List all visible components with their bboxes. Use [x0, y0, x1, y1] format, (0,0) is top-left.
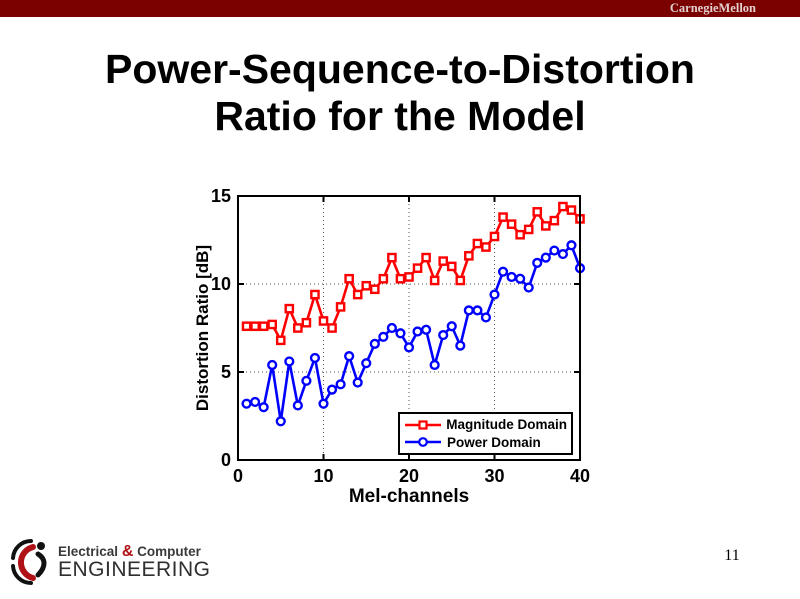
- page-number: 11: [724, 547, 740, 564]
- svg-text:40: 40: [570, 466, 590, 486]
- svg-text:0: 0: [221, 450, 231, 470]
- logo-word-computer: Computer: [137, 543, 201, 559]
- power-series-swatch: [405, 437, 441, 448]
- svg-text:10: 10: [313, 466, 333, 486]
- title-line-2: Ratio for the Model: [214, 93, 586, 139]
- ece-logo-icon: [11, 538, 47, 586]
- distortion-ratio-plot: 0 10 20 30 40 0 5 10 15: [211, 188, 590, 486]
- carnegie-mellon-wordmark: CarnegieMellon: [669, 1, 756, 15]
- header-bar: CarnegieMellon: [0, 0, 800, 17]
- svg-text:20: 20: [399, 466, 419, 486]
- y-axis-label: Distortion Ratio [dB]: [193, 244, 212, 412]
- svg-text:15: 15: [211, 188, 231, 206]
- legend-label-magnitude: Magnitude Domain: [446, 417, 567, 433]
- ece-logo: Electrical & Computer ENGINEERING: [8, 537, 211, 587]
- title-line-1: Power-Sequence-to-Distortion: [105, 46, 695, 92]
- chart: 0 10 20 30 40 0 5 10 15 Distortion Ratio [dB] Me…: [185, 188, 645, 528]
- svg-text:10: 10: [211, 274, 231, 294]
- slide-title: Power-Sequence-to-Distortion Ratio for th…: [0, 46, 800, 140]
- svg-text:0: 0: [233, 466, 243, 486]
- logo-ampersand: &: [121, 542, 134, 560]
- ece-logo-line2: ENGINEERING: [58, 557, 211, 581]
- magnitude-series-swatch: [405, 420, 441, 430]
- x-axis-label: Mel-channels: [348, 486, 470, 507]
- legend-label-power: Power Domain: [447, 434, 541, 450]
- ece-logo-line1: Electrical & Computer: [58, 542, 211, 560]
- svg-text:5: 5: [221, 362, 231, 382]
- logo-word-electrical: Electrical: [58, 543, 119, 559]
- legend: Magnitude Domain Power Domain: [398, 412, 573, 455]
- ece-logo-text: Electrical & Computer ENGINEERING: [58, 542, 211, 581]
- svg-text:30: 30: [484, 466, 504, 486]
- legend-item-magnitude-domain: Magnitude Domain: [404, 416, 567, 433]
- legend-item-power-domain: Power Domain: [404, 434, 567, 451]
